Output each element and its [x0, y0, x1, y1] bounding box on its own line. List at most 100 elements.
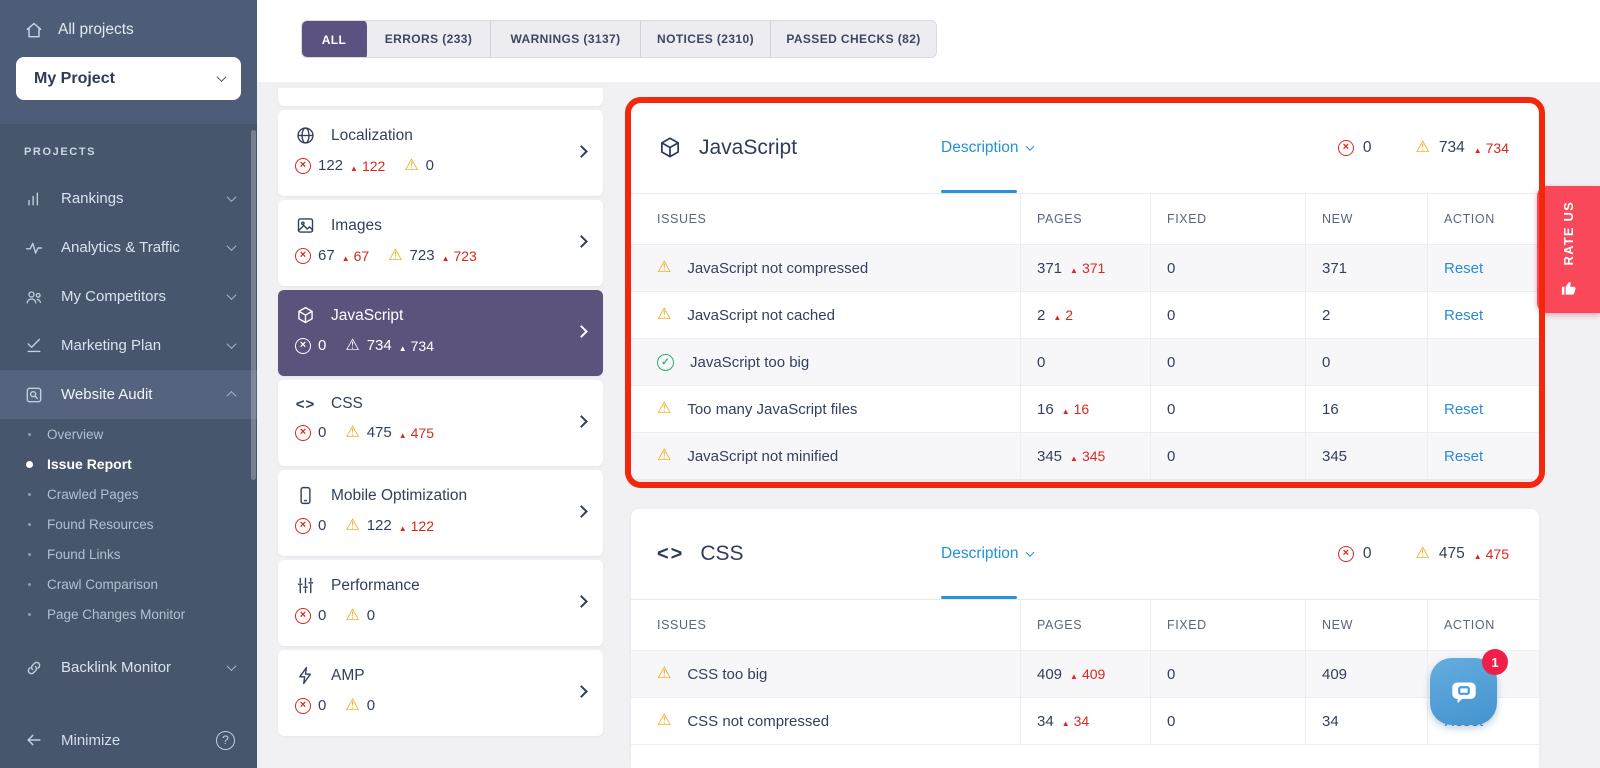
sliders-icon: [297, 577, 314, 594]
warning-count: 0: [366, 697, 376, 714]
chevron-down-icon: [1025, 142, 1034, 151]
error-count: 67: [318, 247, 335, 264]
column-header-fixed: FIXED: [1150, 600, 1305, 650]
bullet-icon: [24, 522, 34, 526]
increase-delta: 734: [399, 338, 434, 354]
category-name: Localization: [331, 126, 413, 144]
arrow-up-icon: [1474, 146, 1482, 155]
warning-icon: [1416, 140, 1430, 156]
tab-all[interactable]: ALL: [302, 21, 368, 57]
arrow-up-icon: [1474, 552, 1482, 561]
category-card-localization[interactable]: Localization 122 122 0: [278, 110, 603, 196]
cube-icon: [298, 306, 313, 324]
table-row: JavaScript not compressed 371371 0 371 R…: [631, 244, 1539, 291]
error-icon: [1337, 140, 1354, 156]
increase-delta: 2: [1053, 307, 1073, 323]
sidebar-item-my-competitors[interactable]: My Competitors: [0, 272, 257, 321]
all-projects-label: All projects: [58, 21, 134, 38]
reset-link[interactable]: Reset: [1444, 447, 1484, 465]
detail-panel: JavaScript Description 0 734 734: [631, 103, 1539, 768]
css-section: <> CSS Description 0 475 475: [631, 509, 1539, 768]
description-tab[interactable]: Description: [941, 139, 1034, 157]
category-name: JavaScript: [331, 306, 404, 324]
error-count: 0: [318, 424, 327, 441]
increase-delta: 723: [442, 248, 476, 264]
help-icon[interactable]: ?: [216, 730, 235, 750]
description-tab[interactable]: Description: [941, 545, 1034, 563]
sidebar-subitem-crawled-pages[interactable]: Crawled Pages: [0, 479, 257, 509]
sidebar-item-analytics-traffic[interactable]: Analytics & Traffic: [0, 223, 257, 272]
chevron-down-icon: [226, 339, 237, 350]
active-tab-indicator: [941, 596, 1017, 599]
reset-link[interactable]: Reset: [1444, 259, 1484, 277]
table-row: JavaScript too big 0 0 0: [631, 338, 1539, 385]
warning-icon: [345, 608, 359, 624]
all-projects-link[interactable]: All projects: [16, 18, 241, 40]
reset-link[interactable]: Reset: [1444, 400, 1484, 418]
rate-us-tab[interactable]: RATE US: [1537, 186, 1600, 313]
sidebar-item-backlink-monitor[interactable]: Backlink Monitor: [0, 643, 257, 692]
sidebar-subitem-found-links[interactable]: Found Links: [0, 539, 257, 569]
sidebar-subitem-overview[interactable]: Overview: [0, 419, 257, 449]
increase-delta: 734: [1474, 140, 1509, 156]
sidebar-item-website-audit[interactable]: Website Audit: [0, 370, 257, 419]
column-header-action: ACTION: [1427, 194, 1539, 244]
tab-passed-checks[interactable]: PASSED CHECKS (82): [771, 21, 936, 57]
arrow-left-icon: [27, 734, 41, 746]
error-icon: [295, 157, 311, 174]
warning-count: 122: [366, 517, 392, 534]
bullet-icon: [24, 432, 34, 436]
globe-icon: [297, 127, 314, 144]
category-name: Images: [331, 216, 382, 234]
category-card-css[interactable]: <> CSS 0 475 475: [278, 380, 603, 466]
arrow-up-icon: [1062, 407, 1070, 416]
cube-icon: [661, 137, 679, 158]
tab-errors[interactable]: ERRORS (233): [367, 21, 491, 57]
table-row-partial: [631, 744, 1539, 768]
category-card-performance[interactable]: Performance 0 0: [278, 560, 603, 646]
error-icon: [295, 697, 311, 714]
chat-launcher[interactable]: 1: [1430, 649, 1508, 725]
reset-link[interactable]: Reset: [1444, 306, 1484, 324]
issue-name: CSS not compressed: [687, 712, 830, 730]
table-header: ISSUES PAGES FIXED NEW ACTION: [631, 194, 1539, 244]
error-icon: [295, 517, 311, 534]
sidebar-subitem-crawl-comparison[interactable]: Crawl Comparison: [0, 569, 257, 599]
chat-bubble-icon: [1451, 681, 1476, 703]
bullet-icon: [24, 492, 34, 496]
sidebar-scrollbar[interactable]: [251, 130, 256, 480]
sidebar-item-rankings[interactable]: Rankings: [0, 174, 257, 223]
warning-count: 723: [409, 247, 435, 264]
category-card-amp[interactable]: AMP 0 0: [278, 650, 603, 736]
project-selector[interactable]: My Project: [16, 57, 241, 100]
image-icon: [297, 218, 314, 233]
warning-count: 475: [366, 424, 392, 441]
chevron-down-icon: [226, 290, 237, 301]
error-count: 0: [1362, 139, 1372, 156]
sidebar-subitem-page-changes-monitor[interactable]: Page Changes Monitor: [0, 599, 257, 629]
category-card-mobile-optimization[interactable]: Mobile Optimization 0 122 122: [278, 470, 603, 556]
sidebar-subitem-issue-report[interactable]: Issue Report: [0, 449, 257, 479]
category-name: CSS: [331, 395, 363, 412]
bullet-icon: [24, 612, 34, 616]
sidebar-subitem-found-resources[interactable]: Found Resources: [0, 509, 257, 539]
arrow-up-icon: [1070, 672, 1078, 681]
category-card-javascript[interactable]: JavaScript 0 734 734: [278, 290, 603, 376]
bar-chart-icon: [28, 191, 39, 206]
warning-count: 734: [1438, 139, 1465, 156]
home-icon: [26, 22, 42, 38]
category-card-partial[interactable]: [278, 88, 603, 106]
minimize-button[interactable]: Minimize ?: [0, 720, 257, 768]
error-count: 0: [318, 697, 327, 714]
warning-icon: [657, 260, 671, 276]
sidebar-item-marketing-plan[interactable]: Marketing Plan: [0, 321, 257, 370]
error-icon: [295, 424, 311, 441]
issue-name: JavaScript not minified: [687, 447, 839, 465]
error-icon: [295, 337, 311, 354]
chevron-right-icon: [575, 595, 588, 608]
tab-warnings[interactable]: WARNINGS (3137): [491, 21, 641, 57]
category-card-images[interactable]: Images 67 67 723 723: [278, 200, 603, 286]
tab-notices[interactable]: NOTICES (2310): [641, 21, 771, 57]
error-count: 122: [318, 157, 344, 174]
chevron-right-icon: [575, 145, 588, 158]
